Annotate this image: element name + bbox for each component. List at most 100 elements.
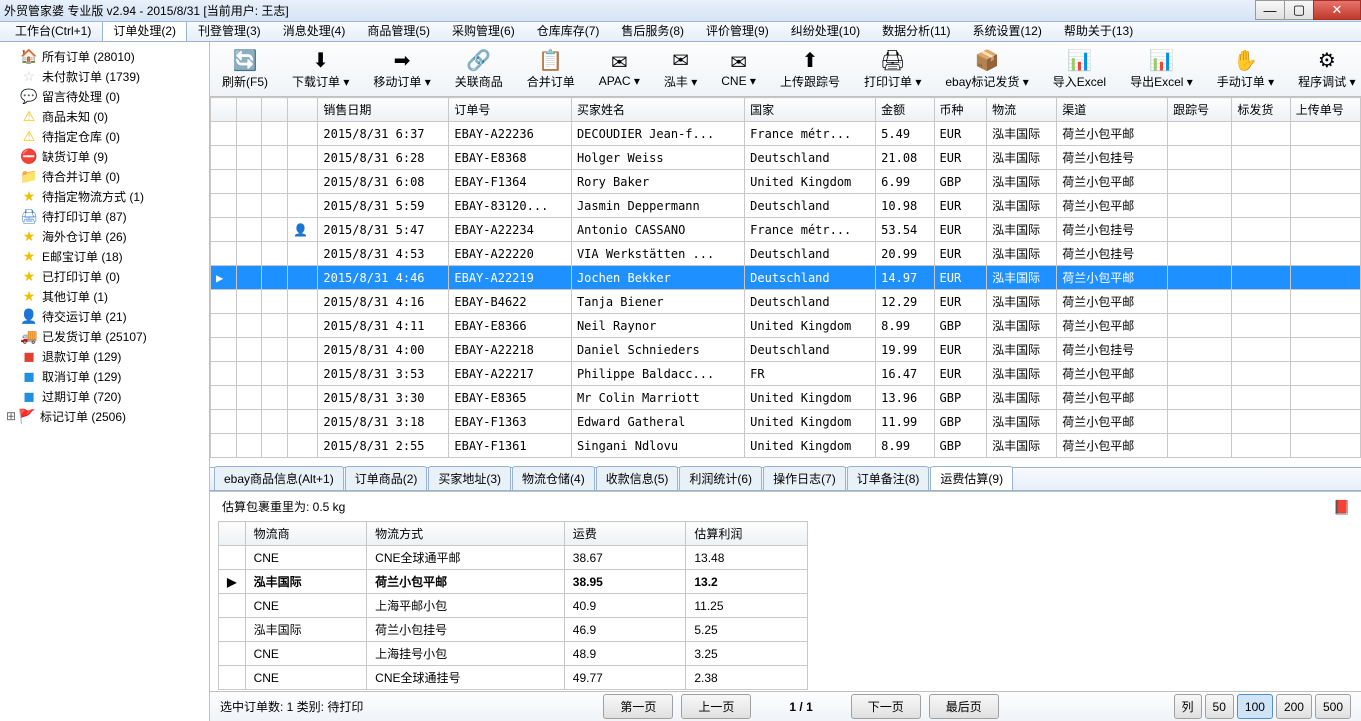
main-tab[interactable]: 帮助关于(13)	[1053, 19, 1144, 41]
sidebar-item[interactable]: ☆未付款订单 (1739)	[0, 66, 209, 86]
main-tab[interactable]: 数据分析(11)	[871, 19, 961, 41]
toolbar-button[interactable]: ⚙程序调试 ▾	[1292, 47, 1361, 92]
table-row[interactable]: 2015/8/31 3:18EBAY-F1363Edward GatheralU…	[211, 410, 1361, 434]
detail-grid-header[interactable]: 物流商	[245, 522, 367, 546]
table-row[interactable]: 2015/8/31 3:30EBAY-E8365Mr Colin Marriot…	[211, 386, 1361, 410]
order-grid[interactable]: 销售日期订单号买家姓名国家金额币种物流渠道跟踪号标发货上传单号2015/8/31…	[210, 97, 1361, 458]
detail-grid-header[interactable]	[219, 522, 246, 546]
main-tab[interactable]: 售后服务(8)	[610, 19, 695, 41]
grid-header[interactable]: 币种	[934, 98, 987, 122]
page-size-button[interactable]: 100	[1237, 694, 1273, 719]
toolbar-button[interactable]: ⬇下载订单 ▾	[286, 47, 355, 92]
detail-row[interactable]: 泓丰国际荷兰小包挂号46.95.25	[219, 618, 808, 642]
toolbar-button[interactable]: 📊导入Excel	[1047, 47, 1112, 92]
table-row[interactable]: 2015/8/31 6:08EBAY-F1364Rory BakerUnited…	[211, 170, 1361, 194]
grid-header[interactable]: 上传单号	[1290, 98, 1360, 122]
sidebar-item[interactable]: ◼退款订单 (129)	[0, 346, 209, 366]
main-tab[interactable]: 工作台(Ctrl+1)	[4, 19, 102, 41]
toolbar-button[interactable]: ✉CNE ▾	[715, 48, 762, 90]
toolbar-button[interactable]: 📦ebay标记发货 ▾	[939, 47, 1034, 92]
sidebar-item[interactable]: ⛔缺货订单 (9)	[0, 146, 209, 166]
order-grid-container[interactable]: 销售日期订单号买家姓名国家金额币种物流渠道跟踪号标发货上传单号2015/8/31…	[210, 97, 1361, 467]
detail-tab[interactable]: 运费估算(9)	[930, 466, 1013, 490]
page-size-button[interactable]: 列	[1174, 694, 1202, 719]
main-tab[interactable]: 商品管理(5)	[356, 19, 441, 41]
detail-tab[interactable]: 订单备注(8)	[847, 466, 930, 490]
main-tab[interactable]: 采购管理(6)	[441, 19, 526, 41]
table-row[interactable]: 2015/8/31 6:28EBAY-E8368Holger WeissDeut…	[211, 146, 1361, 170]
grid-header[interactable]: 标发货	[1232, 98, 1290, 122]
table-row[interactable]: 2015/8/31 5:59EBAY-83120...Jasmin Depper…	[211, 194, 1361, 218]
sidebar-item[interactable]: 🚚已发货订单 (25107)	[0, 326, 209, 346]
detail-row[interactable]: CNECNE全球通挂号49.772.38	[219, 666, 808, 690]
detail-row[interactable]: CNE上海挂号小包48.93.25	[219, 642, 808, 666]
detail-tab[interactable]: 物流仓储(4)	[512, 466, 595, 490]
grid-header[interactable]	[211, 98, 237, 122]
grid-header[interactable]: 国家	[745, 98, 876, 122]
shipping-estimate-grid[interactable]: 物流商物流方式运费估算利润CNECNE全球通平邮38.6713.48▶泓丰国际荷…	[218, 521, 808, 690]
table-row[interactable]: 2015/8/31 6:37EBAY-A22236DECOUDIER Jean-…	[211, 122, 1361, 146]
grid-header[interactable]: 买家姓名	[571, 98, 744, 122]
expander-icon[interactable]: ⊞	[4, 409, 18, 423]
sidebar-item[interactable]: ★待指定物流方式 (1)	[0, 186, 209, 206]
close-button[interactable]: ✕	[1313, 0, 1361, 20]
maximize-button[interactable]: ▢	[1284, 0, 1314, 20]
detail-tab[interactable]: 买家地址(3)	[428, 466, 511, 490]
detail-row[interactable]: CNE上海平邮小包40.911.25	[219, 594, 808, 618]
toolbar-button[interactable]: ✉泓丰 ▾	[658, 47, 703, 92]
toolbar-button[interactable]: 📊导出Excel ▾	[1124, 47, 1199, 92]
toolbar-button[interactable]: 📋合并订单	[521, 47, 581, 92]
detail-grid-header[interactable]: 物流方式	[367, 522, 565, 546]
page-size-button[interactable]: 500	[1315, 694, 1351, 719]
main-tab[interactable]: 消息处理(4)	[272, 19, 357, 41]
sidebar-item[interactable]: ⚠商品未知 (0)	[0, 106, 209, 126]
grid-header[interactable]: 订单号	[449, 98, 572, 122]
table-row[interactable]: 2015/8/31 4:11EBAY-E8366Neil RaynorUnite…	[211, 314, 1361, 338]
sidebar-item[interactable]: 🖨待打印订单 (87)	[0, 206, 209, 226]
grid-header[interactable]: 金额	[876, 98, 934, 122]
toolbar-button[interactable]: ➡移动订单 ▾	[367, 47, 436, 92]
detail-tab[interactable]: 收款信息(5)	[596, 466, 679, 490]
table-row[interactable]: 2015/8/31 4:53EBAY-A22220VIA Werkstätten…	[211, 242, 1361, 266]
detail-tab[interactable]: ebay商品信息(Alt+1)	[214, 466, 344, 490]
prev-page-button[interactable]: 上一页	[681, 694, 751, 719]
toolbar-button[interactable]: ✉APAC ▾	[593, 48, 646, 90]
detail-row[interactable]: ▶泓丰国际荷兰小包平邮38.9513.2	[219, 570, 808, 594]
grid-header[interactable]	[288, 98, 318, 122]
toolbar-button[interactable]: 🔗关联商品	[449, 47, 509, 92]
main-tab[interactable]: 纠纷处理(10)	[780, 19, 871, 41]
toolbar-button[interactable]: 🖨打印订单 ▾	[858, 47, 927, 92]
grid-header[interactable]: 渠道	[1057, 98, 1168, 122]
toolbar-button[interactable]: ✋手动订单 ▾	[1211, 47, 1280, 92]
sidebar-item[interactable]: 👤待交运订单 (21)	[0, 306, 209, 326]
sidebar-item[interactable]: ⚠待指定仓库 (0)	[0, 126, 209, 146]
table-row[interactable]: 2015/8/31 2:55EBAY-F1361Singani NdlovuUn…	[211, 434, 1361, 458]
detail-grid-header[interactable]: 运费	[564, 522, 686, 546]
sidebar-item[interactable]: ★已打印订单 (0)	[0, 266, 209, 286]
detail-tab[interactable]: 订单商品(2)	[345, 466, 428, 490]
toolbar-button[interactable]: ⬆上传跟踪号	[774, 47, 846, 92]
sidebar-item[interactable]: ◼过期订单 (720)	[0, 386, 209, 406]
last-page-button[interactable]: 最后页	[929, 694, 999, 719]
first-page-button[interactable]: 第一页	[603, 694, 673, 719]
sidebar-item[interactable]: 📁待合并订单 (0)	[0, 166, 209, 186]
page-size-button[interactable]: 50	[1205, 694, 1234, 719]
detail-grid-header[interactable]: 估算利润	[686, 522, 808, 546]
main-tab[interactable]: 系统设置(12)	[962, 19, 1053, 41]
sidebar-item[interactable]: ★E邮宝订单 (18)	[0, 246, 209, 266]
sidebar-item[interactable]: 💬留言待处理 (0)	[0, 86, 209, 106]
detail-grid-wrap[interactable]: 物流商物流方式运费估算利润CNECNE全球通平邮38.6713.48▶泓丰国际荷…	[210, 521, 1361, 691]
toolbar-button[interactable]: 🔄刷新(F5)	[216, 47, 274, 92]
grid-header[interactable]: 物流	[987, 98, 1057, 122]
table-row[interactable]: ▶2015/8/31 4:46EBAY-A22219Jochen BekkerD…	[211, 266, 1361, 290]
grid-header[interactable]	[262, 98, 288, 122]
main-tab[interactable]: 订单处理(2)	[102, 19, 187, 41]
table-row[interactable]: 2015/8/31 3:53EBAY-A22217Philippe Baldac…	[211, 362, 1361, 386]
next-page-button[interactable]: 下一页	[851, 694, 921, 719]
table-row[interactable]: 2015/8/31 4:16EBAY-B4622Tanja BienerDeut…	[211, 290, 1361, 314]
detail-tab[interactable]: 利润统计(6)	[679, 466, 762, 490]
grid-header[interactable]: 跟踪号	[1168, 98, 1232, 122]
sidebar-item[interactable]: ◼取消订单 (129)	[0, 366, 209, 386]
main-tab[interactable]: 仓库库存(7)	[526, 19, 611, 41]
sidebar-item[interactable]: ★海外仓订单 (26)	[0, 226, 209, 246]
